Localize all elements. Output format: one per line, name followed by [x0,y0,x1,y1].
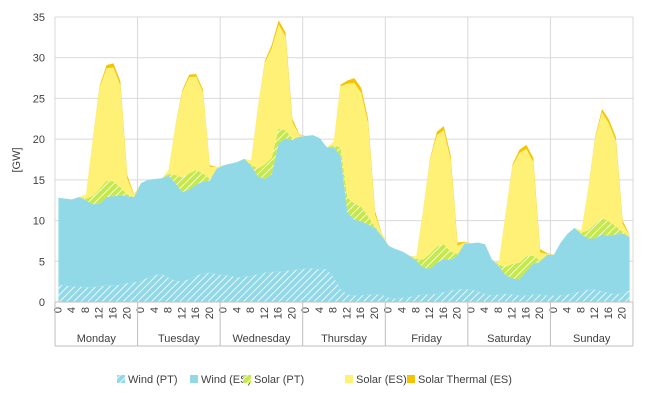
x-tick-label-hour: 20 [452,307,464,319]
x-tick-label-hour: 8 [328,307,340,313]
x-category-label: Thursday [321,333,367,345]
x-tick-label-hour: 0 [52,307,64,313]
x-tick-label-hour: 0 [465,307,477,313]
x-category-label: Saturday [487,333,532,345]
x-tick-label-hour: 0 [218,307,230,313]
y-axis-label: [GW] [11,147,23,172]
x-tick-label-hour: 4 [396,307,408,313]
x-tick-label-hour: 12 [507,307,519,319]
x-tick-label-hour: 20 [286,307,298,319]
y-tick-label: 10 [33,216,45,228]
x-tick-label-hour: 20 [534,307,546,319]
x-tick-label-hour: 16 [438,307,450,319]
x-tick-label-hour: 0 [383,307,395,313]
x-tick-label-hour: 12 [424,307,436,319]
x-tick-label-hour: 4 [314,307,326,313]
x-tick-label-hour: 8 [245,307,257,313]
x-tick-label-hour: 4 [479,307,491,313]
x-category-label: Friday [411,333,442,345]
x-tick-label-hour: 16 [273,307,285,319]
x-tick-label-hour: 8 [410,307,422,313]
y-tick-label: 25 [33,93,45,105]
legend-swatch-wind-pt [117,375,125,383]
x-category-label: Monday [77,333,117,345]
x-tick-label-hour: 16 [603,307,615,319]
x-tick-label-hour: 0 [135,307,147,313]
x-tick-label-hour: 20 [369,307,381,319]
x-tick-label-hour: 12 [176,307,188,319]
legend-swatch-solar-pt [243,375,251,383]
x-category-label: Sunday [573,333,611,345]
area-wind-es [58,135,630,299]
area-solar-es [58,24,630,267]
x-tick-label-hour: 12 [259,307,271,319]
legend-label-wind-es: Wind (ES) [201,374,251,386]
x-tick-label-hour: 8 [575,307,587,313]
x-tick-label-hour: 16 [520,307,532,319]
x-tick-label-hour: 0 [548,307,560,313]
x-tick-label-hour: 20 [204,307,216,319]
y-tick-label: 20 [33,134,45,146]
y-tick-label: 5 [39,256,45,268]
x-tick-label-hour: 4 [66,307,78,313]
legend-swatch-solar-es [345,375,353,383]
x-tick-label-hour: 4 [149,307,161,313]
x-tick-label-hour: 12 [94,307,106,319]
area-wind-pt [58,268,630,302]
x-tick-label-hour: 12 [341,307,353,319]
legend-label-solar-thermal-es: Solar Thermal (ES) [418,374,512,386]
x-tick-label-hour: 20 [121,307,133,319]
legend: Wind (PT) Wind (ES) Solar (PT) Solar (ES) So… [117,374,512,386]
x-tick-label-hour: 12 [589,307,601,319]
series-areas [58,20,630,302]
y-tick-label: 15 [33,175,45,187]
x-tick-label-hour: 16 [107,307,119,319]
x-tick-label-hour: 16 [190,307,202,319]
legend-label-solar-es: Solar (ES) [356,374,407,386]
x-tick-label-hour: 20 [617,307,629,319]
x-tick-label-hour: 8 [80,307,92,313]
x-tick-label-hour: 4 [231,307,243,313]
legend-swatch-solar-thermal-es [407,375,415,383]
x-category-label: Tuesday [158,333,200,345]
x-tick-label-hour: 16 [355,307,367,319]
y-tick-label: 0 [39,297,45,309]
x-category-label: Wednesday [232,333,290,345]
legend-label-wind-pt: Wind (PT) [128,374,178,386]
y-tick-label: 30 [33,53,45,65]
x-tick-label-hour: 0 [300,307,312,313]
y-tick-label: 35 [33,12,45,24]
legend-swatch-wind-es [190,375,198,383]
x-tick-label-hour: 8 [163,307,175,313]
x-tick-label-hour: 4 [562,307,574,313]
x-tick-label-hour: 8 [493,307,505,313]
legend-label-solar-pt: Solar (PT) [254,374,304,386]
